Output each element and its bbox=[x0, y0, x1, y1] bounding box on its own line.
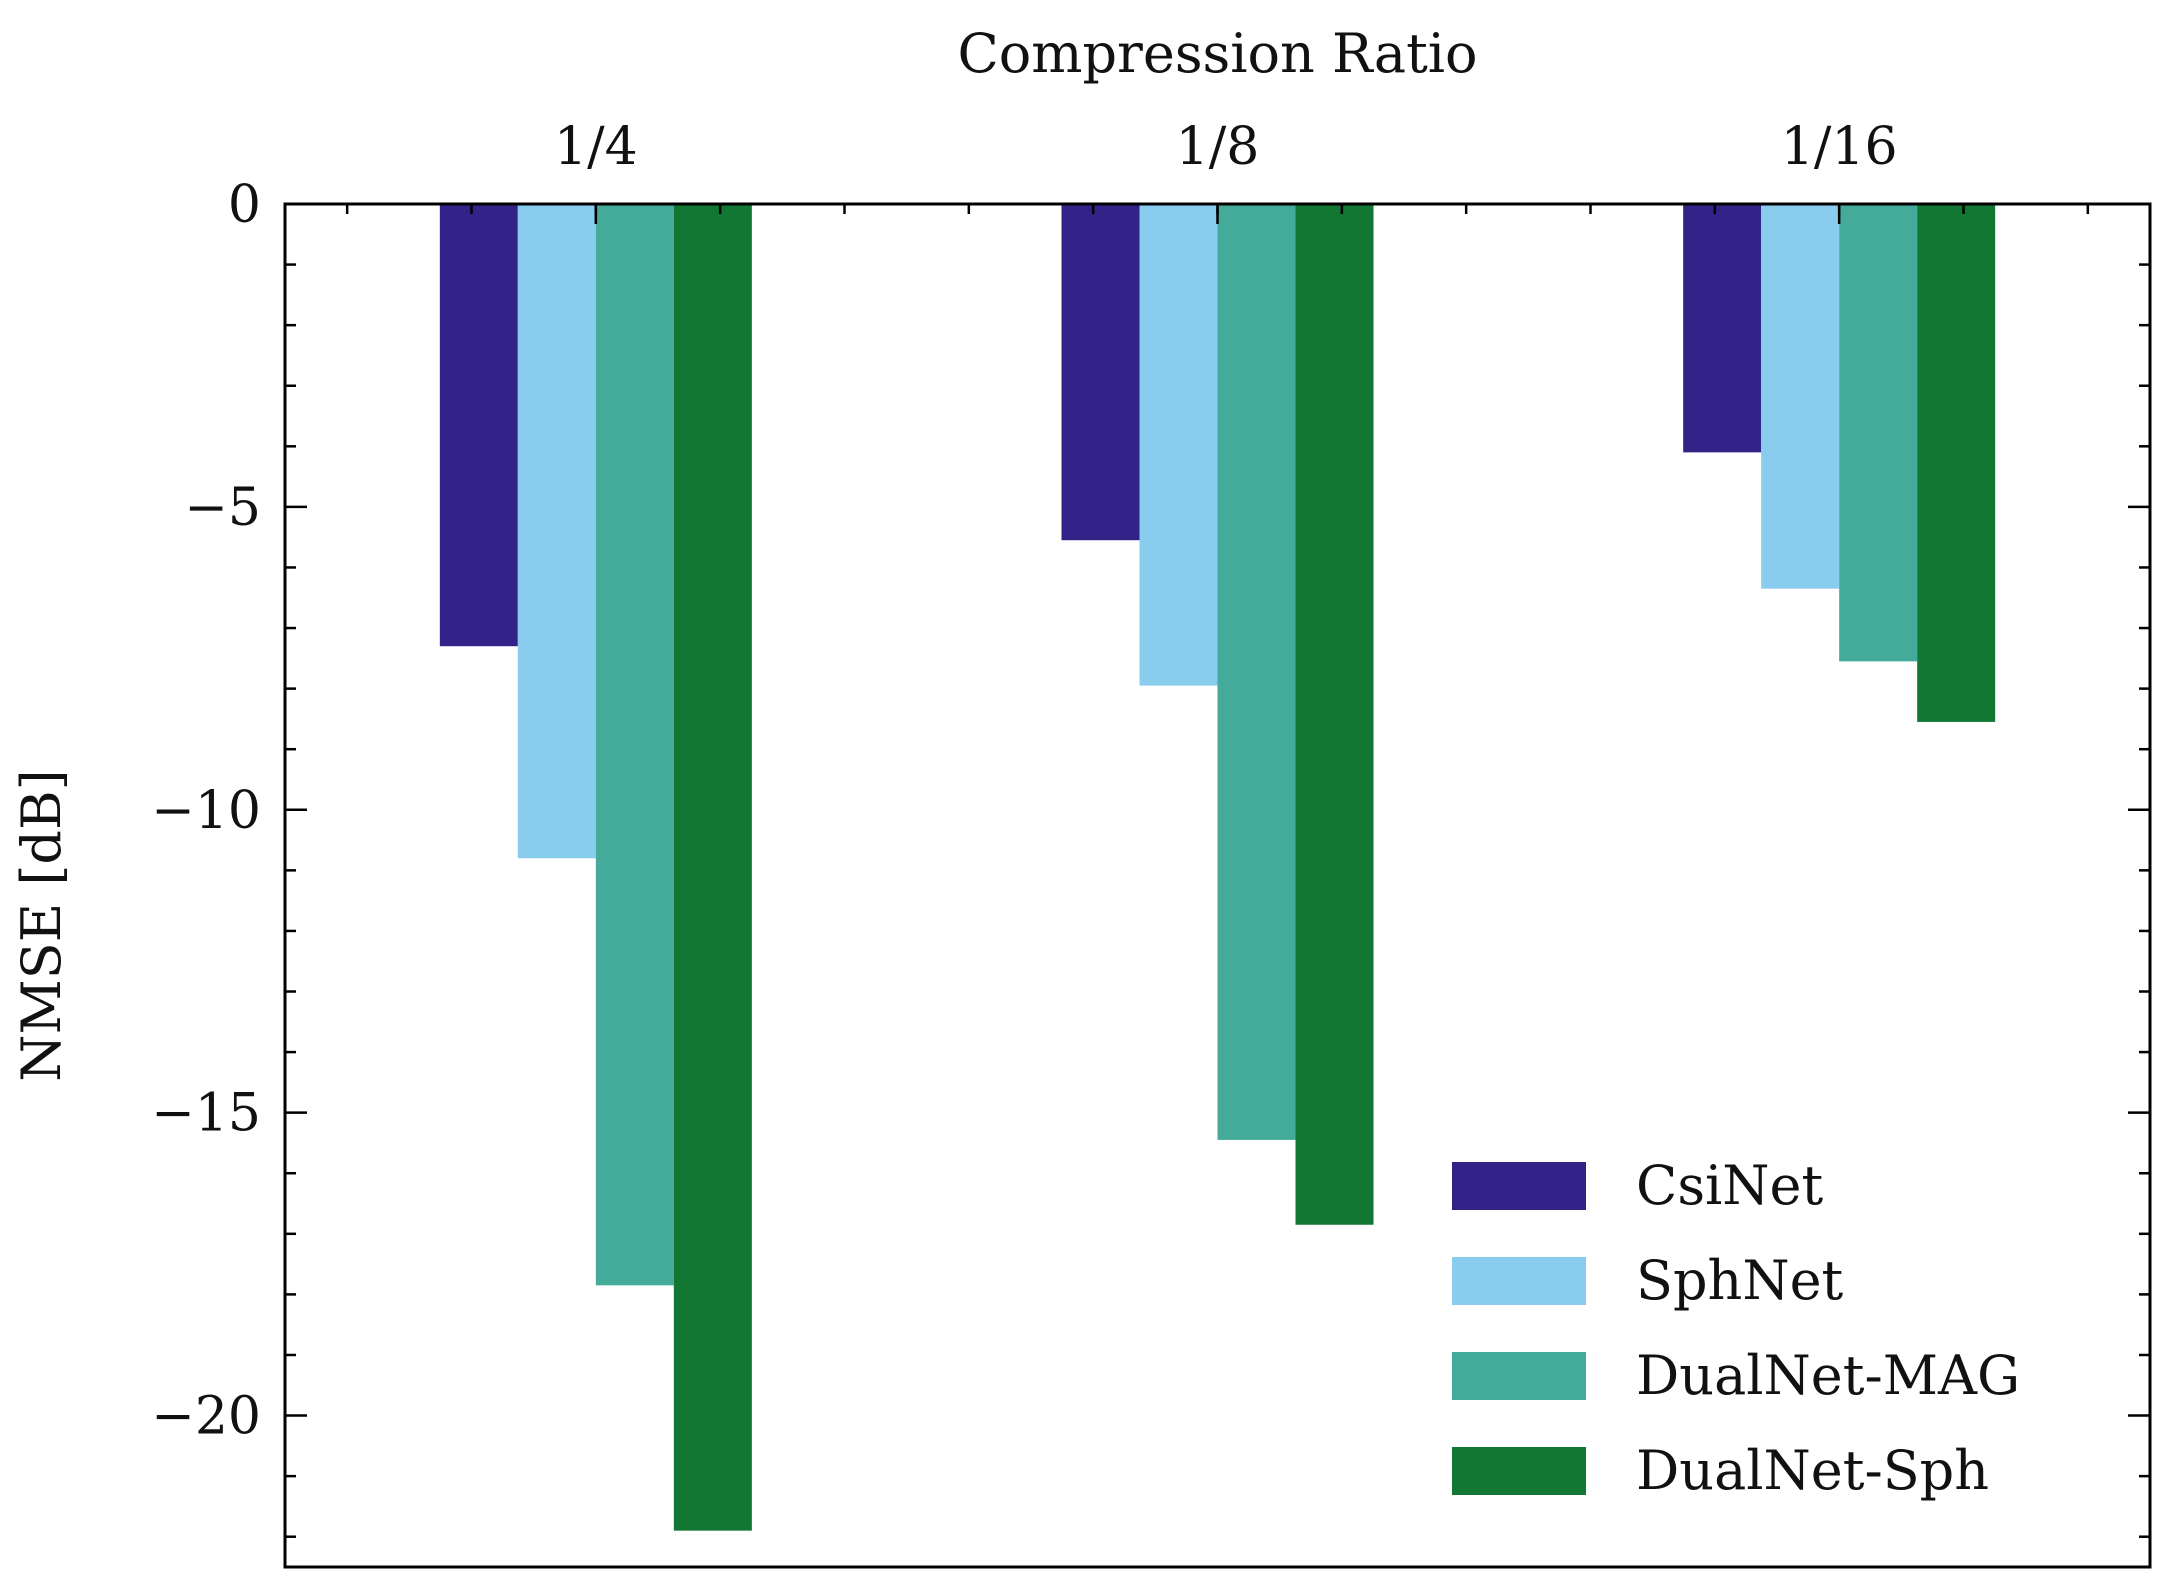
legend-swatch-sphnet bbox=[1452, 1257, 1586, 1305]
bar-dualnet-mag-1-4 bbox=[595, 204, 674, 1286]
bar-sphnet-1-4 bbox=[517, 204, 596, 859]
x-tick-label: 1/4 bbox=[554, 117, 638, 177]
y-axis-label: NMSE [dB] bbox=[10, 769, 73, 1082]
legend: CsiNet SphNet DualNet-MAG DualNet-Sph bbox=[1452, 1154, 2020, 1502]
legend-label: DualNet-Sph bbox=[1636, 1439, 1989, 1502]
bars-layer bbox=[439, 204, 1996, 1531]
bar-csinet-1-8 bbox=[1061, 204, 1140, 541]
y-tick-label: 0 bbox=[228, 175, 261, 235]
legend-swatch-csinet bbox=[1452, 1162, 1586, 1210]
bar-dualnet-mag-1-16 bbox=[1839, 204, 1918, 662]
legend-label: DualNet-MAG bbox=[1636, 1344, 2020, 1407]
x-tick-label: 1/16 bbox=[1781, 117, 1898, 177]
x-tick-label: 1/8 bbox=[1176, 117, 1260, 177]
y-tick-label: −5 bbox=[184, 478, 261, 538]
y-tick-label: −20 bbox=[151, 1387, 261, 1447]
bar-dualnet-sph-1-4 bbox=[673, 204, 752, 1531]
bar-csinet-1-4 bbox=[439, 204, 518, 647]
y-tick-label: −10 bbox=[151, 781, 261, 841]
legend-label: CsiNet bbox=[1636, 1154, 1824, 1217]
bar-csinet-1-16 bbox=[1683, 204, 1762, 453]
ticks-layer: 0 −5 −10 −15 −20 1/4 1/8 1/16 bbox=[151, 117, 2150, 1538]
bar-sphnet-1-16 bbox=[1761, 204, 1840, 589]
legend-label: SphNet bbox=[1636, 1249, 1844, 1312]
y-tick-label: −15 bbox=[151, 1084, 261, 1144]
bar-dualnet-sph-1-16 bbox=[1917, 204, 1996, 722]
x-axis-label: Compression Ratio bbox=[957, 22, 1477, 85]
legend-swatch-dualnet-sph bbox=[1452, 1447, 1586, 1495]
bar-dualnet-sph-1-8 bbox=[1295, 204, 1374, 1225]
plot-frame bbox=[283, 202, 2152, 1569]
bar-dualnet-mag-1-8 bbox=[1217, 204, 1296, 1140]
legend-swatch-dualnet-mag bbox=[1452, 1352, 1586, 1400]
bar-sphnet-1-8 bbox=[1139, 204, 1218, 686]
